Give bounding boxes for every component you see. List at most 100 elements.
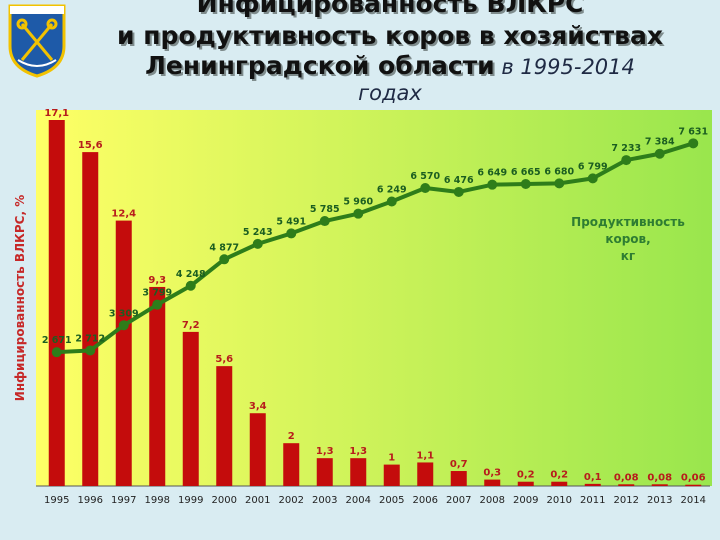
bar-label-1999: 7,2 bbox=[182, 320, 200, 331]
y-axis-label: Инфицированность ВЛКРС, % bbox=[13, 195, 27, 401]
line-point-2008 bbox=[487, 179, 498, 190]
bar-label-2014: 0,06 bbox=[681, 473, 706, 484]
bar-label-2013: 0,08 bbox=[647, 472, 672, 483]
bar-label-1996: 15,6 bbox=[78, 140, 103, 151]
x-tick-2014: 2014 bbox=[681, 495, 706, 506]
line-point-2011 bbox=[587, 173, 598, 184]
bar-label-2008: 0,3 bbox=[483, 468, 501, 479]
line-point-2002 bbox=[286, 228, 297, 239]
bar-label-2009: 0,2 bbox=[517, 470, 535, 481]
x-tick-labels: 1995 1996 1997 1998 1999 2000 2001 2002 2003 2004… bbox=[44, 495, 706, 506]
line-label-2006: 6 570 bbox=[410, 171, 440, 182]
x-tick-1999: 1999 bbox=[178, 495, 203, 506]
bar-label-2002: 2 bbox=[288, 431, 295, 442]
bar-2013 bbox=[651, 484, 668, 486]
line-label-2010: 6 680 bbox=[544, 166, 574, 177]
x-tick-2010: 2010 bbox=[547, 495, 572, 506]
bar-label-2011: 0,1 bbox=[584, 472, 602, 483]
bar-1999 bbox=[182, 331, 199, 486]
line-legend: Продуктивность коров, кг bbox=[571, 215, 685, 263]
line-label-2002: 5 491 bbox=[276, 216, 306, 227]
x-tick-2004: 2004 bbox=[346, 495, 371, 506]
title-line-3: Ленинградской области в 1995-2014 bbox=[70, 50, 710, 84]
bar-2014 bbox=[685, 484, 702, 487]
bar-label-2003: 1,3 bbox=[316, 446, 334, 457]
bar-label-2012: 0,08 bbox=[614, 472, 639, 483]
line-label-2007: 6 476 bbox=[444, 175, 474, 186]
x-tick-2007: 2007 bbox=[446, 495, 471, 506]
bar-1998 bbox=[149, 286, 166, 486]
bar-label-2001: 3,4 bbox=[249, 401, 267, 412]
bar-1995 bbox=[48, 120, 65, 486]
x-tick-2012: 2012 bbox=[614, 495, 639, 506]
legend-line-1: Продуктивность bbox=[571, 215, 685, 229]
line-point-1995 bbox=[51, 347, 62, 358]
bar-1996 bbox=[82, 152, 99, 486]
line-point-1999 bbox=[185, 280, 196, 291]
line-label-2008: 6 649 bbox=[477, 168, 507, 179]
legend-line-3: кг bbox=[621, 249, 635, 263]
line-point-1996 bbox=[85, 345, 96, 356]
line-point-1997 bbox=[118, 320, 129, 331]
line-point-2005 bbox=[386, 196, 397, 207]
bar-value-labels: 17,1 15,6 12,4 9,3 7,2 5,6 3,4 2 1,3 1,3 1 1,1 0,7 0,… bbox=[44, 108, 705, 484]
line-point-2010 bbox=[554, 178, 565, 189]
x-tick-2006: 2006 bbox=[413, 495, 438, 506]
x-tick-1997: 1997 bbox=[111, 495, 136, 506]
title-years: в 1995-2014 bbox=[494, 55, 635, 79]
line-point-2013 bbox=[654, 148, 665, 159]
bar-2005 bbox=[383, 464, 400, 486]
bar-series bbox=[48, 120, 702, 487]
line-label-1997: 3 309 bbox=[109, 308, 139, 319]
bar-2002 bbox=[283, 443, 300, 486]
x-tick-2009: 2009 bbox=[513, 495, 538, 506]
legend-line-2: коров, bbox=[605, 232, 650, 246]
x-tick-2001: 2001 bbox=[245, 495, 270, 506]
line-point-2009 bbox=[520, 179, 531, 189]
bar-label-2006: 1,1 bbox=[416, 450, 434, 461]
line-label-2014: 7 631 bbox=[678, 126, 708, 137]
line-label-2005: 6 249 bbox=[377, 185, 407, 196]
title-line-4: годах bbox=[358, 81, 422, 105]
x-tick-2013: 2013 bbox=[647, 495, 672, 506]
bar-2000 bbox=[216, 366, 233, 486]
bar-2001 bbox=[249, 413, 266, 486]
line-label-2011: 6 799 bbox=[578, 161, 608, 172]
bar-label-2007: 0,7 bbox=[450, 459, 468, 470]
bar-2004 bbox=[350, 458, 367, 486]
bar-label-2004: 1,3 bbox=[349, 446, 367, 457]
line-point-2012 bbox=[621, 155, 632, 166]
line-point-1998 bbox=[152, 299, 163, 310]
x-tick-2011: 2011 bbox=[580, 495, 605, 506]
bar-label-1998: 9,3 bbox=[148, 275, 166, 286]
line-path bbox=[56, 141, 694, 355]
line-label-2013: 7 384 bbox=[645, 137, 675, 148]
bar-2012 bbox=[618, 484, 635, 486]
bar-2003 bbox=[316, 458, 333, 486]
line-series bbox=[51, 138, 699, 358]
x-tick-2002: 2002 bbox=[279, 495, 304, 506]
line-point-2007 bbox=[453, 186, 464, 197]
title-region: Ленинградской области bbox=[145, 51, 495, 80]
bar-2007 bbox=[450, 471, 467, 486]
x-tick-2005: 2005 bbox=[379, 495, 404, 506]
line-point-2001 bbox=[252, 238, 263, 249]
x-tick-2008: 2008 bbox=[480, 495, 505, 506]
line-point-2003 bbox=[319, 216, 330, 227]
bar-2008 bbox=[484, 479, 501, 486]
bar-2011 bbox=[584, 483, 601, 486]
line-label-1999: 4 248 bbox=[176, 269, 206, 280]
coat-of-arms-icon bbox=[8, 4, 66, 78]
bar-2010 bbox=[551, 481, 568, 486]
x-tick-1996: 1996 bbox=[78, 495, 103, 506]
line-label-2001: 5 243 bbox=[243, 227, 273, 238]
line-point-2004 bbox=[353, 208, 364, 219]
line-label-1996: 2 712 bbox=[75, 333, 105, 344]
line-label-2009: 6 665 bbox=[511, 167, 541, 178]
bar-label-2010: 0,2 bbox=[550, 470, 568, 481]
line-point-2006 bbox=[420, 183, 431, 193]
line-label-1995: 2 671 bbox=[42, 335, 72, 346]
x-tick-1995: 1995 bbox=[44, 495, 69, 506]
